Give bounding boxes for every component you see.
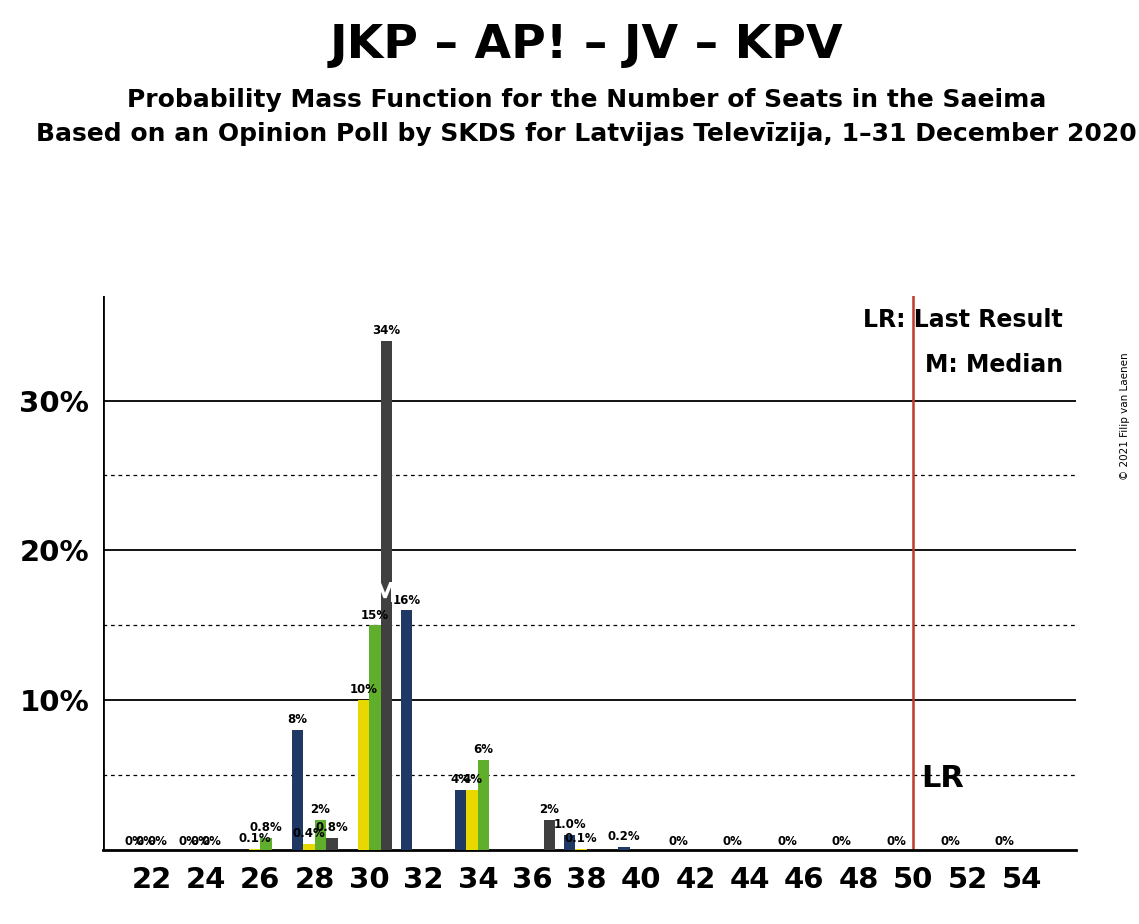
Bar [292,730,303,850]
Text: 0.8%: 0.8% [316,821,349,834]
Bar [401,611,412,850]
Text: 0%: 0% [886,835,906,848]
Bar [467,790,478,850]
Bar [543,821,555,850]
Text: 0%: 0% [190,835,210,848]
Text: 0%: 0% [179,835,198,848]
Text: 0%: 0% [777,835,797,848]
Bar [564,835,575,850]
Text: 2%: 2% [311,803,330,817]
Text: 2%: 2% [540,803,559,817]
Text: 0.2%: 0.2% [608,831,640,844]
Bar [575,848,587,850]
Text: 0%: 0% [669,835,688,848]
Text: 0%: 0% [147,835,167,848]
Text: M: Median: M: Median [925,353,1063,377]
Bar [456,790,467,850]
Text: © 2021 Filip van Laenen: © 2021 Filip van Laenen [1120,352,1130,480]
Text: 0.4%: 0.4% [293,827,326,840]
Text: 0%: 0% [831,835,852,848]
Text: 1.0%: 1.0% [554,819,585,832]
Bar [326,838,337,850]
Text: Based on an Opinion Poll by SKDS for Latvijas Televīzija, 1–31 December 2020: Based on an Opinion Poll by SKDS for Lat… [36,122,1137,146]
Text: 15%: 15% [361,609,388,622]
Text: 4%: 4% [462,773,482,786]
Text: Probability Mass Function for the Number of Seats in the Saeima: Probability Mass Function for the Number… [126,88,1047,112]
Text: M: M [371,582,398,608]
Text: 10%: 10% [350,684,377,697]
Text: 0%: 0% [941,835,960,848]
Bar [358,700,369,850]
Text: 0%: 0% [202,835,221,848]
Bar [303,845,314,850]
Text: 0%: 0% [124,835,145,848]
Text: 34%: 34% [372,324,400,337]
Text: 0.8%: 0.8% [249,821,282,834]
Bar [478,760,490,850]
Bar [618,847,630,850]
Text: JKP – AP! – JV – KPV: JKP – AP! – JV – KPV [330,23,843,68]
Text: 6%: 6% [474,744,493,757]
Text: 0.1%: 0.1% [238,832,271,845]
Text: LR: LR [921,763,965,793]
Bar [380,341,392,850]
Text: 0%: 0% [136,835,156,848]
Bar [314,821,326,850]
Text: 0%: 0% [723,835,743,848]
Bar [261,838,272,850]
Text: 0.1%: 0.1% [565,832,597,845]
Text: 4%: 4% [451,773,470,786]
Text: 16%: 16% [392,593,420,606]
Text: 8%: 8% [287,713,308,726]
Text: LR: Last Result: LR: Last Result [863,308,1063,332]
Bar [248,848,261,850]
Text: 0%: 0% [994,835,1015,848]
Bar [369,626,380,850]
